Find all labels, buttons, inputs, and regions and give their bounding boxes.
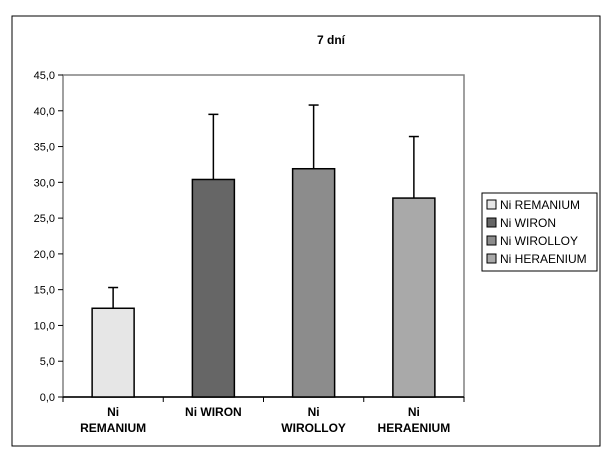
y-tick-label: 25,0 [34,213,55,225]
legend-label-2: Ni WIROLLOY [500,234,578,248]
y-tick-label: 10,0 [34,320,55,332]
x-tick-label: HERAENIUM [378,421,451,435]
y-tick-label: 20,0 [34,249,55,261]
x-tick-label: Ni [107,405,119,419]
chart-title: 7 dní [317,33,346,47]
x-tick-label: Ni [308,405,320,419]
legend-swatch-2 [486,235,497,246]
legend-swatch-3 [486,253,497,264]
legend-box [481,192,598,272]
x-tick-label: Ni WIRON [185,405,242,419]
legend-swatch-0 [486,199,497,210]
y-tick-label: 40,0 [34,106,55,118]
y-tick-label: 45,0 [34,70,55,82]
y-tick-label: 0,0 [40,392,55,404]
x-tick-label: REMANIUM [80,421,146,435]
y-tick-label: 5,0 [40,356,55,368]
x-tick-labels: Ni REMANIUM Ni WIRON Ni WIROLLOY Ni HERAENIUM [80,405,450,435]
legend: Ni REMANIUM Ni WIRON Ni WIROLLOY Ni HERAENI… [481,192,598,272]
bar-2 [291,167,336,398]
y-axis: 0,0 5,0 10,0 15,0 20,0 25,0 30,0 35,0 40,0 45,0 [34,70,63,404]
legend-swatch-1 [486,217,497,228]
bars [91,167,436,398]
legend-label-3: Ni HERAENIUM [500,252,587,266]
x-tick-label: WIROLLOY [281,421,346,435]
y-tick-label: 35,0 [34,142,55,154]
y-tick-label: 15,0 [34,285,55,297]
legend-label-0: Ni REMANIUM [500,198,580,212]
bar-0 [91,307,135,398]
bar-1 [191,178,236,398]
y-tick-label: 30,0 [34,177,55,189]
x-tick-label: Ni [408,405,420,419]
error-bars [108,104,419,309]
legend-label-1: Ni WIRON [500,216,556,230]
bar-3 [392,197,436,398]
